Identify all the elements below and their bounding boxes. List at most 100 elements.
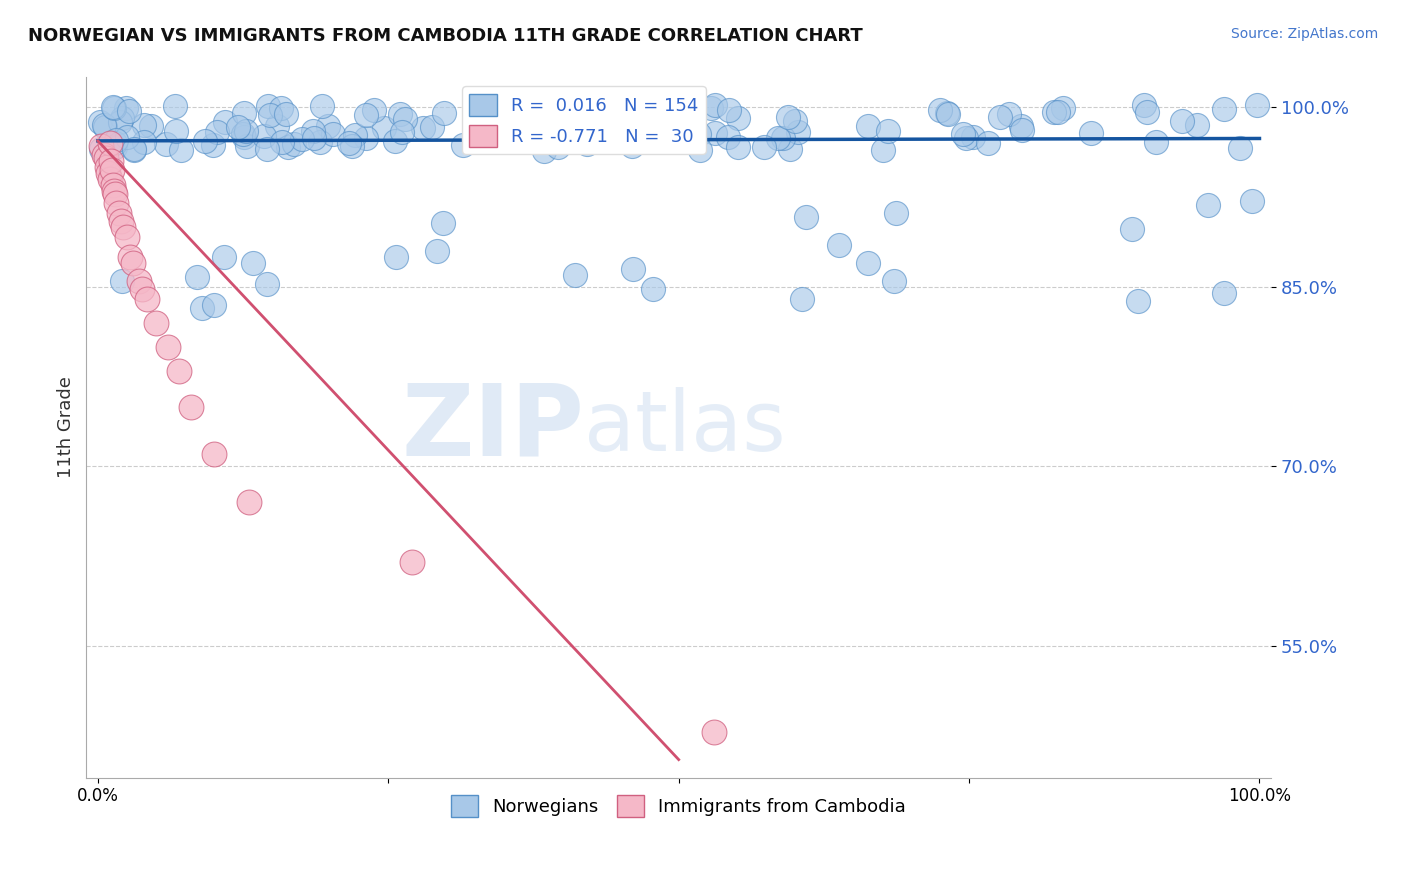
Point <box>354 130 377 145</box>
Point <box>322 127 344 141</box>
Point <box>256 142 278 156</box>
Point <box>202 447 225 461</box>
Point <box>872 143 894 157</box>
Point <box>270 101 292 115</box>
Point <box>118 104 141 119</box>
Point <box>651 113 673 128</box>
Point <box>98 172 121 186</box>
Point <box>482 125 505 139</box>
Point <box>779 142 801 156</box>
Point <box>766 131 789 145</box>
Point <box>727 111 749 125</box>
Point <box>340 138 363 153</box>
Point <box>778 110 800 124</box>
Point <box>1197 198 1219 212</box>
Point <box>112 220 135 235</box>
Point <box>575 105 598 120</box>
Point <box>534 131 557 145</box>
Point <box>134 136 156 150</box>
Point <box>104 186 127 201</box>
Point <box>1080 126 1102 140</box>
Point <box>654 104 676 119</box>
Point <box>955 131 977 145</box>
Point <box>139 119 162 133</box>
Point <box>1010 119 1032 133</box>
Point <box>93 148 115 162</box>
Point <box>1144 135 1167 149</box>
Point <box>828 238 851 252</box>
Point <box>94 151 117 165</box>
Point <box>121 256 143 270</box>
Point <box>170 143 193 157</box>
Point <box>700 101 723 115</box>
Point <box>207 125 229 139</box>
Point <box>426 244 449 258</box>
Point <box>274 107 297 121</box>
Point <box>122 142 145 156</box>
Point <box>259 108 281 122</box>
Point <box>89 115 111 129</box>
Point <box>373 121 395 136</box>
Point <box>1043 104 1066 119</box>
Point <box>1047 105 1070 120</box>
Point <box>132 119 155 133</box>
Point <box>233 130 256 145</box>
Point <box>94 120 117 134</box>
Point <box>253 129 276 144</box>
Point <box>344 128 367 142</box>
Point <box>574 103 596 118</box>
Point <box>103 184 125 198</box>
Point <box>98 136 121 151</box>
Point <box>232 106 254 120</box>
Point <box>93 118 115 132</box>
Point <box>883 274 905 288</box>
Point <box>794 211 817 225</box>
Point <box>103 101 125 115</box>
Point <box>242 256 264 270</box>
Point <box>420 120 443 134</box>
Point <box>772 131 794 145</box>
Point <box>727 140 749 154</box>
Point <box>977 136 1000 150</box>
Point <box>96 160 118 174</box>
Point <box>145 316 167 330</box>
Point <box>704 98 727 112</box>
Point <box>301 124 323 138</box>
Point <box>717 130 740 145</box>
Point <box>1229 140 1251 154</box>
Point <box>952 127 974 141</box>
Point <box>100 154 122 169</box>
Point <box>202 298 225 312</box>
Legend: Norwegians, Immigrants from Cambodia: Norwegians, Immigrants from Cambodia <box>444 788 914 824</box>
Point <box>641 112 664 127</box>
Text: atlas: atlas <box>583 387 786 468</box>
Point <box>212 250 235 264</box>
Point <box>547 139 569 153</box>
Point <box>533 132 555 146</box>
Point <box>180 400 202 414</box>
Point <box>433 105 456 120</box>
Point <box>432 217 454 231</box>
Point <box>120 250 142 264</box>
Point <box>104 139 127 153</box>
Point <box>186 270 208 285</box>
Point <box>256 277 278 292</box>
Point <box>163 98 186 112</box>
Point <box>110 115 132 129</box>
Point <box>167 364 190 378</box>
Point <box>671 112 693 126</box>
Point <box>627 102 650 116</box>
Point <box>235 139 257 153</box>
Point <box>115 101 138 115</box>
Point <box>266 119 288 133</box>
Point <box>688 127 710 141</box>
Point <box>575 137 598 152</box>
Point <box>105 196 128 211</box>
Point <box>363 103 385 118</box>
Point <box>702 725 724 739</box>
Point <box>1171 113 1194 128</box>
Point <box>194 134 217 148</box>
Point <box>394 112 416 127</box>
Point <box>787 125 810 139</box>
Text: Source: ZipAtlas.com: Source: ZipAtlas.com <box>1230 27 1378 41</box>
